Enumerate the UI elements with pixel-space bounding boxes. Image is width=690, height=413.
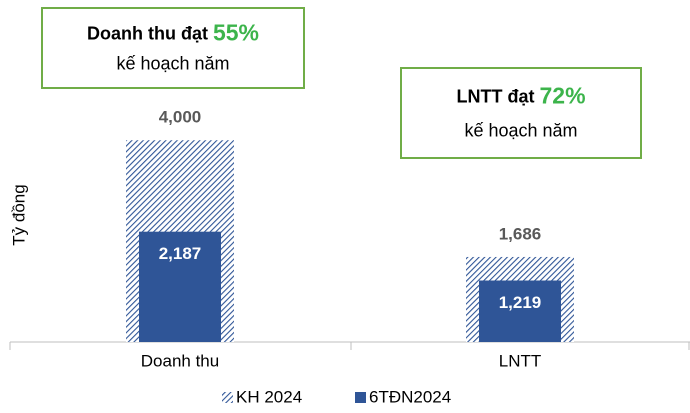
annotation-title: Doanh thu đạt 55% <box>87 19 259 45</box>
y-axis-label: Tỷ đồng <box>9 184 28 245</box>
value-label: 1,219 <box>499 293 542 312</box>
legend-swatch <box>222 392 233 403</box>
bar <box>139 231 221 342</box>
annotation-subtext: kế hoạch năm <box>116 54 229 74</box>
x-tick-label: LNTT <box>499 351 542 370</box>
x-tick-label: Doanh thu <box>141 351 219 370</box>
annotation-text: Doanh thu đạt <box>87 23 208 43</box>
annotation-highlight: 72% <box>539 83 585 109</box>
value-label: 1,686 <box>499 224 542 243</box>
value-label: 2,187 <box>159 244 202 263</box>
bar <box>479 280 561 342</box>
annotation-title: LNTT đạt 72% <box>456 83 585 109</box>
annotation-text: LNTT đạt <box>456 86 534 106</box>
value-label: 4,000 <box>159 108 202 127</box>
annotation-box <box>41 7 305 89</box>
annotation-box <box>400 67 642 159</box>
legend-swatch <box>355 392 366 403</box>
annotation-highlight: 55% <box>213 19 259 45</box>
annotation-subtext: kế hoạch năm <box>464 121 577 141</box>
legend-label: KH 2024 <box>236 387 302 406</box>
legend-label: 6TĐN2024 <box>369 387 451 406</box>
